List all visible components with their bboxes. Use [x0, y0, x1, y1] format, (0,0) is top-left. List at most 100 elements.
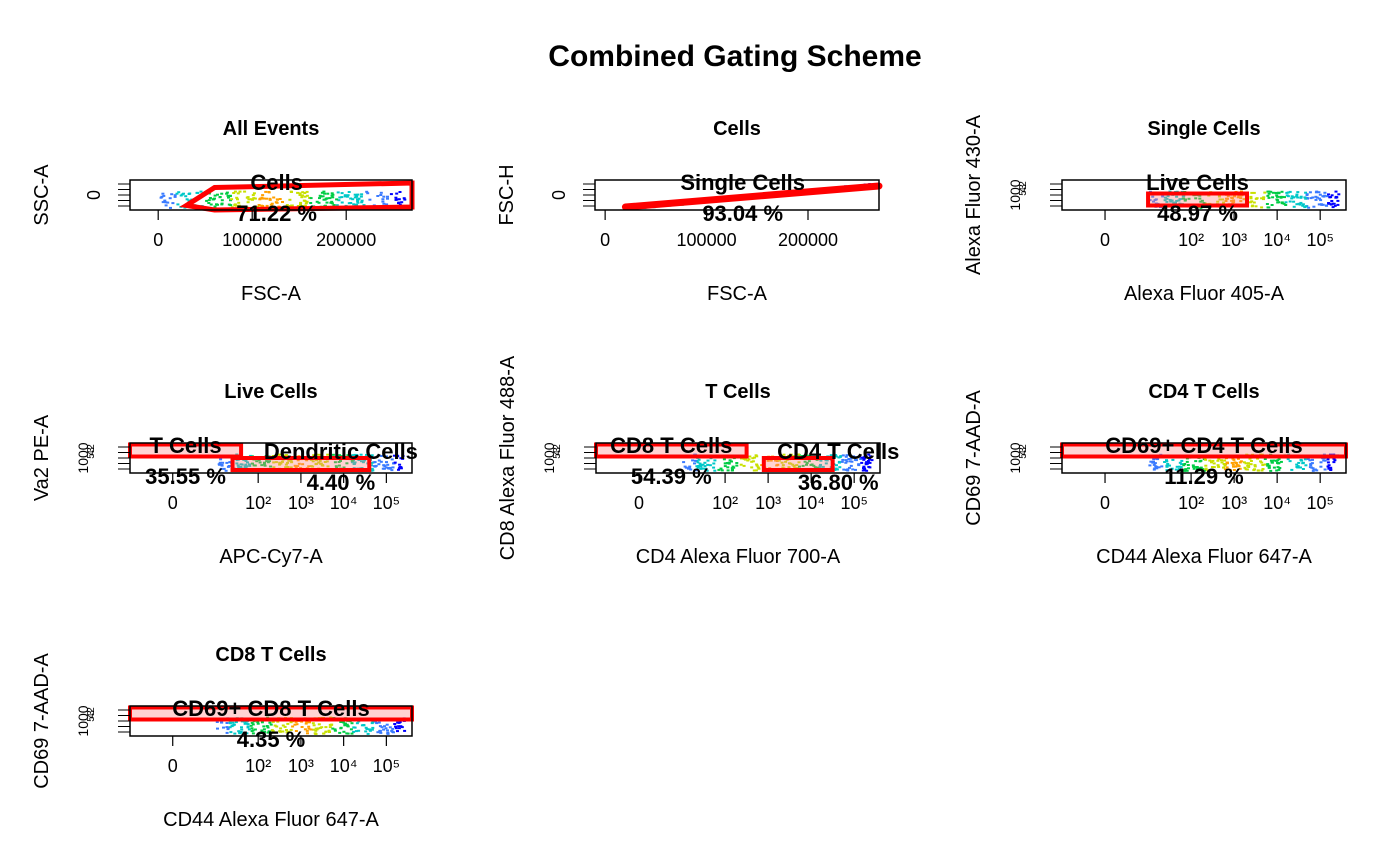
- event-dot: [1310, 466, 1313, 469]
- event-dot: [171, 202, 175, 205]
- event-dot: [1187, 197, 1191, 200]
- event-dot: [1166, 463, 1170, 465]
- event-dot: [821, 465, 825, 468]
- event-dot: [1262, 196, 1266, 199]
- event-dot: [803, 460, 807, 463]
- event-dot: [233, 732, 237, 735]
- event-dot: [251, 462, 254, 465]
- event-dot: [299, 201, 303, 204]
- event-dot: [1308, 459, 1312, 462]
- event-dot: [379, 191, 383, 194]
- event-dot: [1319, 465, 1323, 468]
- event-dot: [1327, 467, 1331, 470]
- gate-fill: [596, 444, 747, 457]
- event-dot: [769, 459, 773, 462]
- event-dot: [365, 453, 368, 456]
- event-dot: [1157, 466, 1161, 469]
- event-dot: [364, 726, 368, 729]
- event-dot: [1292, 196, 1296, 199]
- event-dot: [272, 466, 276, 469]
- event-dot: [215, 721, 219, 723]
- event-dot: [689, 468, 693, 471]
- event-dot: [706, 463, 710, 466]
- event-dot: [1243, 466, 1247, 469]
- y-axis-label: Va2 PE-A: [31, 414, 53, 501]
- event-dot: [852, 456, 856, 459]
- y-tick-label: 4: [86, 450, 97, 456]
- event-dot: [225, 461, 229, 464]
- event-dot: [225, 191, 229, 194]
- x-tick-label: 0: [1100, 230, 1110, 250]
- event-dot: [401, 457, 405, 460]
- event-dot: [777, 459, 781, 462]
- x-tick-label: 0: [168, 493, 178, 513]
- y-tick-label: 4: [86, 713, 97, 719]
- event-dot: [747, 458, 751, 461]
- event-dot: [271, 720, 275, 723]
- gate-percent: 35.55 %: [145, 464, 226, 489]
- event-dot: [295, 723, 299, 726]
- y-tick-label: 3: [552, 447, 563, 453]
- event-dot: [319, 726, 322, 729]
- event-dot: [682, 461, 686, 464]
- event-dot: [389, 193, 393, 196]
- event-dot: [363, 459, 367, 462]
- event-dot: [751, 460, 755, 463]
- event-dot: [311, 722, 315, 725]
- event-dot: [314, 727, 318, 730]
- y-tick-label: 2: [552, 444, 563, 450]
- event-dot: [1211, 459, 1215, 462]
- event-dot: [1263, 191, 1267, 194]
- event-dot: [787, 454, 791, 457]
- event-dot: [1191, 464, 1195, 467]
- event-dot: [787, 466, 791, 469]
- event-dot: [848, 466, 851, 469]
- event-dot: [262, 725, 266, 728]
- event-dot: [370, 455, 373, 458]
- event-dot: [226, 194, 230, 197]
- event-dot: [221, 461, 225, 464]
- event-dot: [849, 464, 853, 467]
- event-dot: [1182, 464, 1186, 467]
- event-dot: [309, 202, 313, 204]
- event-dot: [322, 190, 326, 193]
- event-dot: [1288, 190, 1292, 193]
- event-dot: [303, 728, 307, 731]
- event-dot: [848, 460, 852, 463]
- event-dot: [379, 731, 383, 734]
- event-dot: [260, 729, 264, 732]
- event-dot: [340, 196, 344, 199]
- event-dot: [728, 459, 732, 462]
- gate-label: T Cells: [149, 433, 221, 458]
- event-dot: [1326, 458, 1330, 461]
- event-dot: [1211, 466, 1214, 468]
- event-dot: [385, 723, 389, 726]
- event-dot: [837, 461, 841, 464]
- event-dot: [246, 196, 250, 199]
- event-dot: [289, 466, 293, 469]
- event-dot: [225, 722, 229, 724]
- event-dot: [339, 460, 342, 462]
- event-dot: [208, 197, 212, 199]
- event-dot: [334, 465, 338, 468]
- event-dot: [224, 469, 228, 472]
- event-dot: [395, 192, 399, 195]
- event-dot: [250, 727, 254, 730]
- event-dot: [220, 721, 224, 724]
- event-dot: [834, 455, 838, 458]
- event-dot: [1168, 198, 1172, 201]
- event-dot: [867, 453, 871, 456]
- event-dot: [869, 455, 873, 458]
- event-dot: [320, 464, 324, 466]
- event-dot: [1336, 203, 1340, 206]
- event-dot: [246, 723, 250, 726]
- event-dot: [330, 200, 334, 203]
- event-dot: [1165, 464, 1169, 467]
- y-tick-label: 4: [1018, 450, 1029, 456]
- event-dot: [1290, 468, 1294, 471]
- event-dot: [398, 466, 402, 469]
- event-dot: [331, 453, 335, 456]
- event-dot: [1223, 459, 1227, 462]
- event-dot: [742, 464, 746, 467]
